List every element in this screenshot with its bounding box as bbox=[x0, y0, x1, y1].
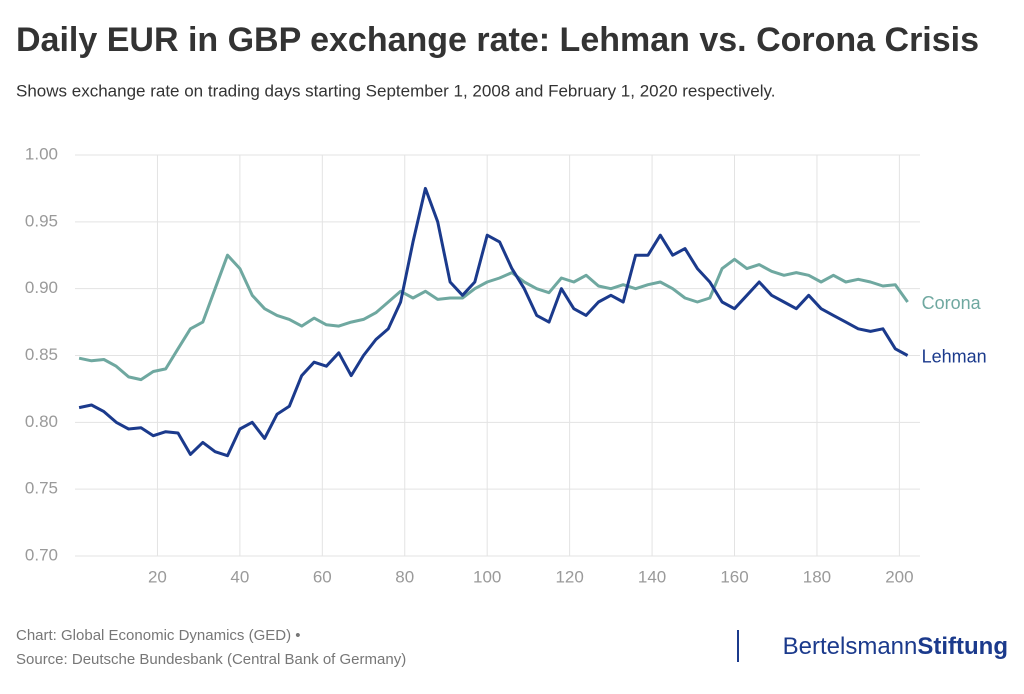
x-tick-label: 200 bbox=[885, 567, 913, 586]
x-tick-label: 60 bbox=[313, 567, 332, 586]
y-tick-label: 1.00 bbox=[25, 144, 58, 163]
x-tick-label: 180 bbox=[803, 567, 831, 586]
logo-part: Bertelsmann bbox=[783, 633, 918, 660]
chart-subtitle: Shows exchange rate on trading days star… bbox=[16, 81, 775, 100]
x-tick-label: 40 bbox=[230, 567, 249, 586]
series-label: Lehman bbox=[922, 346, 987, 366]
logo-part: Stiftung bbox=[917, 633, 1008, 660]
y-tick-label: 0.75 bbox=[25, 479, 58, 498]
y-tick-label: 0.95 bbox=[25, 211, 58, 230]
x-tick-label: 100 bbox=[473, 567, 501, 586]
x-tick-label: 140 bbox=[638, 567, 666, 586]
y-tick-label: 0.85 bbox=[25, 345, 58, 364]
source-line: Chart: Global Economic Dynamics (GED) • bbox=[16, 627, 301, 644]
series-label: Corona bbox=[922, 293, 982, 313]
x-tick-label: 20 bbox=[148, 567, 167, 586]
line-series bbox=[78, 253, 909, 382]
source-line: Source: Deutsche Bundesbank (Central Ban… bbox=[16, 651, 406, 668]
chart-title: Daily EUR in GBP exchange rate: Lehman v… bbox=[16, 21, 979, 59]
logo: BertelsmannStiftung bbox=[783, 633, 1008, 660]
x-tick-label: 80 bbox=[395, 567, 414, 586]
x-tick-label: 120 bbox=[555, 567, 583, 586]
x-tick-label: 160 bbox=[720, 567, 748, 586]
y-tick-label: 0.80 bbox=[25, 412, 58, 431]
y-tick-label: 0.70 bbox=[25, 545, 58, 564]
y-tick-label: 0.90 bbox=[25, 278, 58, 297]
line-series bbox=[78, 186, 909, 458]
